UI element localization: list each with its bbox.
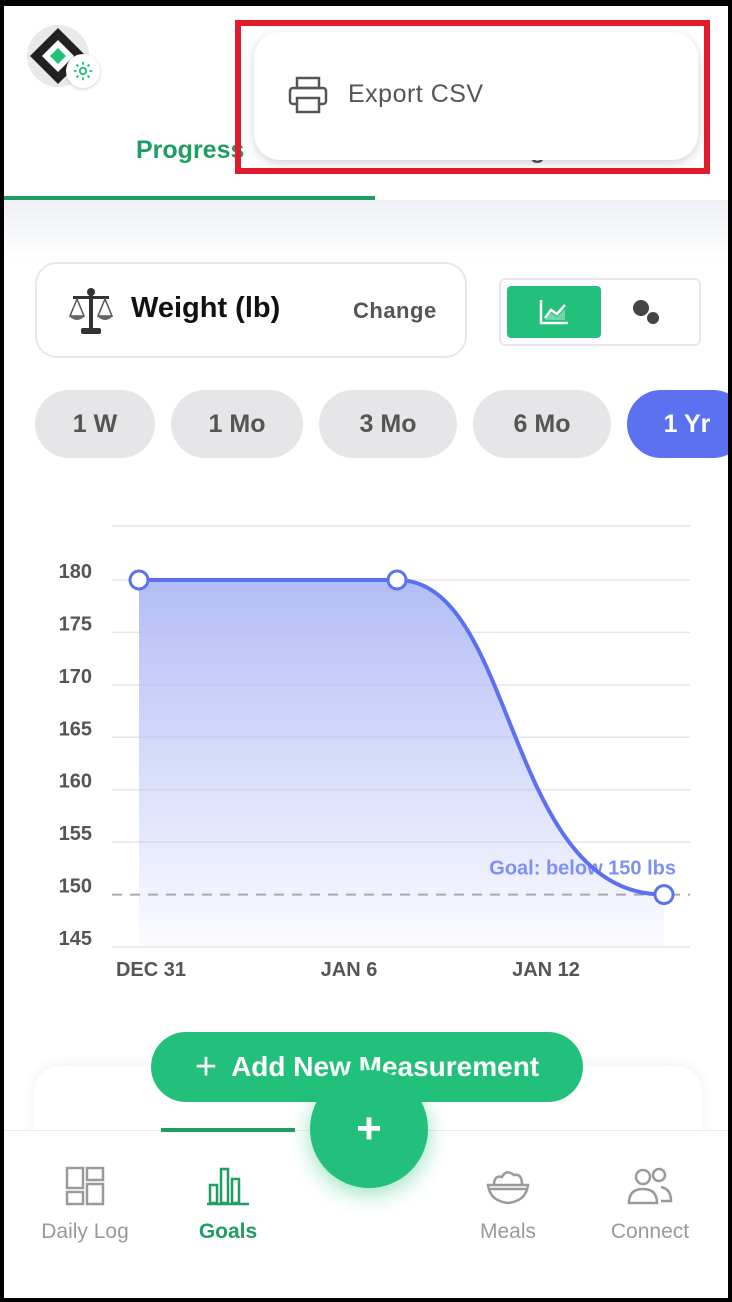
connect-icon bbox=[627, 1167, 673, 1205]
goals-icon bbox=[207, 1167, 249, 1206]
export-menu-highlight bbox=[235, 20, 710, 174]
range-6mo[interactable]: 6 Mo bbox=[473, 390, 611, 458]
y-tick-label: 175 bbox=[59, 613, 92, 635]
nav-connect[interactable]: Connect bbox=[585, 1165, 715, 1244]
line-chart-icon[interactable] bbox=[507, 286, 601, 338]
data-point[interactable] bbox=[128, 569, 150, 591]
nav-label: Goals bbox=[198, 1220, 258, 1243]
nav-label: Daily Log bbox=[41, 1220, 129, 1243]
chart-view-toggle bbox=[499, 278, 701, 346]
nav-daily-log[interactable]: Daily Log bbox=[20, 1165, 150, 1244]
range-3mo[interactable]: 3 Mo bbox=[319, 390, 457, 458]
metric-label: Weight (lb) bbox=[131, 292, 281, 324]
data-point[interactable] bbox=[386, 569, 408, 591]
nav-meals[interactable]: Meals bbox=[443, 1165, 573, 1244]
daily-log-icon bbox=[65, 1166, 105, 1206]
y-tick-label: 155 bbox=[59, 823, 92, 845]
y-tick-label: 160 bbox=[59, 771, 92, 793]
fab-add-button[interactable]: + bbox=[310, 1070, 428, 1188]
nav-active-indicator bbox=[161, 1128, 295, 1132]
active-tab-indicator bbox=[4, 196, 375, 200]
y-tick-label: 180 bbox=[59, 561, 92, 583]
range-1w[interactable]: 1 W bbox=[35, 390, 155, 458]
x-tick-label: DEC 31 bbox=[116, 959, 186, 981]
tab-progress[interactable]: Progress bbox=[136, 136, 245, 164]
range-1yr[interactable]: 1 Yr bbox=[627, 390, 728, 458]
y-tick-label: 145 bbox=[59, 928, 92, 950]
nav-goals[interactable]: Goals bbox=[163, 1165, 293, 1244]
weight-chart: 180 175 170 165 160 155 150 145 DEC 31 JAN 6 JAN … bbox=[59, 525, 690, 981]
series-line bbox=[139, 578, 665, 897]
printer-icon bbox=[288, 76, 328, 119]
export-csv-option[interactable]: Export CSV bbox=[348, 80, 484, 108]
y-tick-label: 170 bbox=[59, 666, 92, 688]
bubble-chart-icon[interactable] bbox=[627, 296, 667, 328]
y-tick-label: 165 bbox=[59, 718, 92, 740]
chart-area bbox=[139, 580, 664, 947]
x-tick-label: JAN 6 bbox=[321, 959, 378, 981]
metric-selector[interactable]: Weight (lb) Change bbox=[35, 262, 467, 358]
goal-label: Goal: below 150 lbs bbox=[489, 858, 676, 880]
plus-icon: + bbox=[194, 1046, 218, 1088]
header-shadow bbox=[4, 200, 728, 260]
data-point[interactable] bbox=[653, 884, 675, 906]
range-1mo[interactable]: 1 Mo bbox=[171, 390, 303, 458]
gear-icon[interactable] bbox=[66, 54, 100, 88]
nav-label: Connect bbox=[610, 1220, 690, 1243]
app-screen: Progress g Weight (lb) Change bbox=[4, 6, 728, 1298]
x-tick-label: JAN 12 bbox=[512, 959, 580, 981]
meals-icon bbox=[486, 1171, 530, 1205]
scale-icon bbox=[67, 286, 115, 341]
y-tick-label: 150 bbox=[59, 876, 92, 898]
nav-label: Meals bbox=[479, 1220, 537, 1243]
change-metric-button[interactable]: Change bbox=[353, 298, 437, 323]
export-menu: Export CSV bbox=[254, 32, 698, 160]
